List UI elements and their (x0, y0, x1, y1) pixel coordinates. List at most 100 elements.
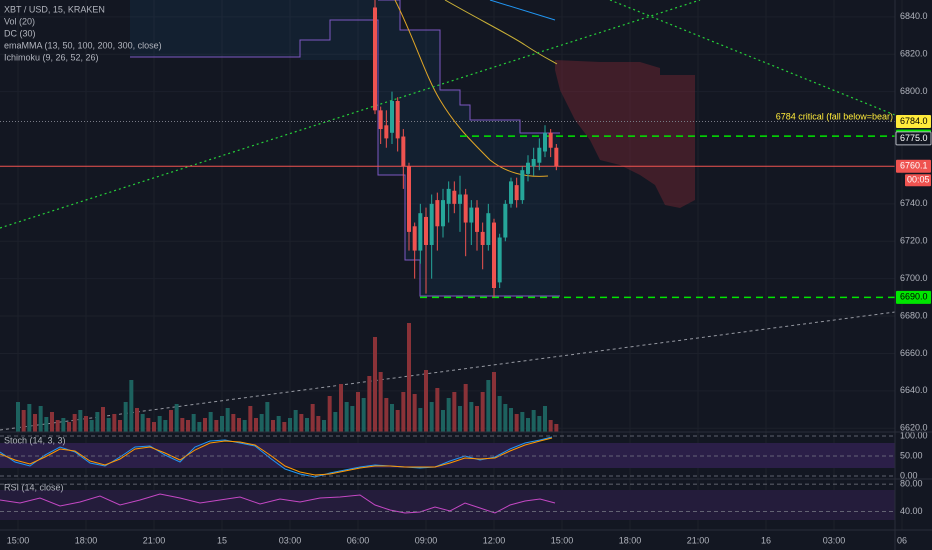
candle-body (492, 222, 496, 288)
volume-bar (350, 406, 355, 432)
volume-bar (237, 418, 241, 432)
volume-bar (146, 418, 151, 432)
x-tick-label: 15:00 (551, 535, 574, 545)
volume-bar (186, 420, 190, 432)
volume-bar (203, 418, 207, 432)
candle-body (537, 147, 542, 163)
volume-bar (152, 422, 156, 432)
candle-body (463, 194, 468, 223)
x-tick-label: 16 (761, 535, 771, 545)
volume-bar (480, 392, 485, 432)
volume-bar (469, 402, 474, 432)
x-tick-label: 21:00 (143, 535, 166, 545)
ichimoku-cloud (555, 60, 695, 208)
pane-tick-label: 40.00 (900, 506, 923, 516)
volume-bar (486, 380, 491, 432)
volume-bar (452, 392, 457, 432)
volume-bar (271, 420, 275, 432)
volume-bar (129, 380, 134, 432)
volume (16, 323, 559, 432)
candle-body (429, 203, 434, 245)
y-tick-label: 6700.0 (900, 273, 928, 283)
volume-bar (367, 376, 372, 432)
volume-bar (180, 418, 185, 432)
candle-body (418, 213, 423, 251)
level-label-box (896, 159, 931, 173)
volume-bar (543, 406, 547, 432)
candle-body (407, 166, 411, 232)
x-tick-label: 09:00 (415, 535, 438, 545)
volume-bar (390, 404, 394, 432)
volume-bar (520, 412, 525, 432)
volume-bar (95, 412, 100, 432)
trend-line (609, 0, 896, 116)
volume-bar (135, 408, 139, 432)
annotation: 6784 critical (fall below=bear) (776, 111, 893, 121)
level-label: 6775.0 (900, 133, 928, 143)
volume-bar (118, 420, 122, 432)
candle-body (458, 194, 462, 204)
volume-bar (123, 402, 128, 432)
candle-body (452, 190, 457, 204)
volume-bar (361, 398, 366, 432)
x-tick-label: 15 (217, 535, 227, 545)
candle-body (378, 110, 383, 130)
candle-body (543, 132, 547, 152)
volume-bar (84, 416, 88, 432)
volume-bar (157, 416, 162, 432)
y-tick-label: 6720.0 (900, 236, 928, 246)
x-tick-label: 18:00 (619, 535, 642, 545)
volume-bar (526, 418, 530, 432)
donchian-fill (130, 0, 560, 296)
volume-bar (441, 410, 445, 432)
candle-body (373, 7, 377, 111)
volume-bar (242, 420, 247, 432)
x-tick-label: 06 (897, 535, 907, 545)
moving-average (489, 0, 556, 21)
candle-body (486, 213, 491, 245)
volume-bar (463, 384, 468, 432)
volume-bar (208, 412, 213, 432)
y-tick-label: 6840.0 (900, 11, 928, 21)
volume-bar (265, 402, 270, 432)
x-tick-label: 18:00 (75, 535, 98, 545)
levels (0, 121, 895, 299)
volume-bar (435, 388, 440, 432)
volume-bar (293, 410, 298, 432)
volume-bar (458, 406, 462, 432)
volume-bar (33, 414, 37, 432)
candle-body (503, 203, 508, 238)
volume-bar (373, 337, 377, 432)
volume-bar (418, 408, 423, 432)
volume-bar (322, 420, 326, 432)
level-label-box (895, 131, 932, 146)
pane-tick-label: 80.00 (900, 478, 923, 488)
volume-bar (429, 402, 434, 432)
volume-bar (288, 418, 292, 432)
symbol-title: XBT / USD, 15, KRAKEN (4, 4, 105, 14)
candle-body (526, 162, 530, 174)
volume-bar (446, 398, 451, 432)
y-tick-label: 6740.0 (900, 198, 928, 208)
stoch-band (0, 443, 895, 468)
countdown: 00:05 (907, 175, 930, 185)
candle-body (469, 207, 474, 223)
level-label-box (896, 290, 931, 304)
volume-bar (21, 410, 26, 432)
volume-bar (395, 410, 400, 432)
rsi-line (0, 493, 556, 514)
pane-tick-label: 50.00 (900, 450, 923, 460)
moving-average (394, 0, 549, 177)
stoch-d (0, 437, 553, 476)
volume-bar (401, 392, 406, 432)
y-tick-label: 6680.0 (900, 310, 928, 320)
volume-bar (254, 418, 258, 432)
candle-body (497, 237, 502, 283)
level-label-box (896, 115, 931, 129)
volume-bar (55, 420, 60, 432)
candle-body (554, 147, 559, 167)
volume-bar (220, 416, 224, 432)
price-axis: 6840.0 6820.0 6800.0 6740.0 6720.0 6700.0 6680… (895, 11, 932, 433)
candle-body (446, 188, 451, 204)
